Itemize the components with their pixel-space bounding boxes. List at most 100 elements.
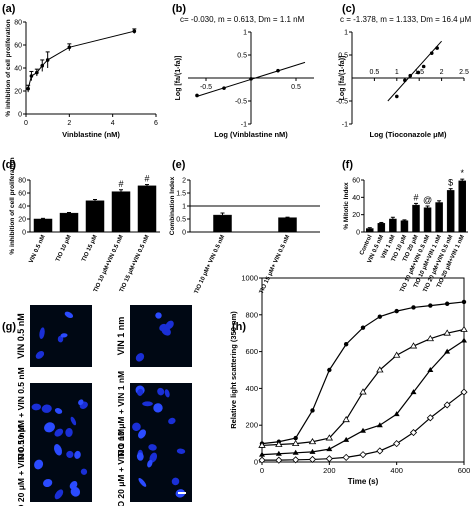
micrograph-label-4: TIO 10 μM + VIN 1 nM [116, 371, 126, 457]
nucleus [66, 450, 74, 459]
nucleus [161, 326, 171, 336]
data-point-h [409, 342, 418, 349]
data-point-h [292, 456, 300, 464]
data-point-h [259, 451, 265, 457]
nucleus [44, 422, 55, 433]
nucleus [148, 444, 157, 451]
significance-mark-f: @ [423, 195, 432, 205]
x-tick-label-d: TIO 10 μM+VIN 0.5 nM [93, 234, 125, 293]
y-tick-label-f: 0 [356, 230, 360, 237]
bar-f [366, 228, 374, 233]
y-tick-label-b: -0.5 [235, 99, 247, 106]
data-point-b [222, 86, 226, 90]
data-point-c [421, 64, 426, 69]
nucleus [153, 403, 163, 413]
bar-f [423, 207, 432, 233]
x-tick-label-e: TIO 15 μM+ VIN 0.5 nM [259, 234, 292, 295]
nucleus [138, 477, 147, 487]
nucleus [138, 429, 146, 439]
nucleus [42, 478, 53, 488]
y-tick-label-e: 1.5 [176, 191, 186, 198]
nucleus [41, 404, 52, 413]
y-tick-label-e: 0.5 [176, 217, 186, 224]
data-point-h [275, 450, 282, 456]
y-tick-label-h: 400 [245, 384, 258, 393]
y-tick-label-h: 600 [245, 347, 258, 356]
data-point-b [276, 68, 280, 73]
y-tick-label-f: 20 [352, 212, 360, 219]
data-point-h [292, 449, 299, 455]
panel-label-a: (a) [2, 3, 16, 15]
data-point-h [342, 415, 350, 423]
data-point-h [460, 325, 468, 332]
panel-label-e: (e) [172, 159, 186, 171]
bar-d [137, 185, 157, 233]
x-tick-label-h: 200 [323, 466, 336, 475]
data-point-h [376, 422, 383, 428]
data-point-c [395, 94, 399, 99]
y-axis-label-f: % Mitotic Index [343, 182, 350, 230]
micrograph-label-5: TIO 20 μM + VIN 0.5 nM [16, 425, 26, 506]
x-tick-label-e: TIO 10 μM+ VIN 0.5 nM [194, 234, 227, 295]
y-tick-label-d: 60 [18, 191, 26, 198]
data-point-h [325, 434, 334, 441]
panel-label-f: (f) [342, 159, 353, 171]
bar-e [213, 214, 232, 233]
nucleus [64, 311, 74, 319]
nucleus [142, 401, 153, 407]
nucleus [34, 459, 44, 470]
nucleus [135, 353, 145, 362]
micrograph-label-1: VIN 0.5 nM [16, 313, 26, 359]
nucleus [171, 477, 180, 486]
data-point-h [291, 439, 300, 447]
x-tick-label-a: 4 [111, 120, 115, 127]
data-point-h [461, 299, 467, 305]
bar-f [412, 204, 420, 233]
data-point-h [309, 448, 316, 454]
data-point-h [327, 367, 332, 373]
data-point-h [258, 456, 266, 464]
nucleus [132, 422, 141, 432]
data-point-h [376, 366, 384, 373]
data-point-h [308, 455, 317, 463]
bar-f [400, 220, 409, 233]
data-point-h [426, 414, 434, 422]
data-point-h [443, 401, 451, 409]
data-point-h [308, 437, 317, 445]
y-axis-label-a: % inhibition of cell proliferation [5, 19, 12, 116]
x-axis-label-c: Log (Tioconazole μM) [370, 130, 447, 139]
data-point-h [359, 451, 367, 459]
y-tick-label-c: -1 [342, 122, 348, 129]
data-point-h [428, 303, 433, 308]
micrograph-grid [30, 305, 192, 502]
x-tick-label-d: TIO 15 μM [81, 234, 99, 263]
panel-label-b: (b) [172, 3, 186, 15]
y-tick-label-b: 1 [243, 30, 247, 37]
bar-d [111, 191, 131, 233]
data-point-b [249, 77, 253, 81]
nucleus [70, 416, 77, 426]
data-point-h [343, 342, 349, 347]
significance-mark-f: * [460, 168, 464, 178]
data-point-h [393, 411, 400, 417]
x-tick-label-b: -0.5 [200, 84, 212, 91]
nucleus [39, 327, 45, 340]
nucleus [147, 459, 153, 468]
data-point-h [394, 308, 399, 314]
micrograph-tio10-vin0-5 [30, 383, 92, 445]
data-point-h [393, 440, 401, 448]
data-point-h [360, 427, 366, 433]
y-axis-label-h: Relative light scattering (350 nm) [229, 311, 238, 429]
panel-label-d: (d) [2, 159, 16, 171]
nucleus [70, 486, 81, 497]
x-tick-label-c: 2.5 [459, 69, 469, 76]
y-tick-label-a: 40 [14, 66, 22, 73]
x-tick-label-b: 0.5 [291, 84, 301, 91]
nucleus [54, 444, 63, 456]
x-tick-label-a: 6 [154, 120, 158, 127]
data-point-h [444, 301, 450, 306]
y-tick-label-h: 800 [245, 310, 258, 319]
data-point-h [377, 314, 383, 319]
